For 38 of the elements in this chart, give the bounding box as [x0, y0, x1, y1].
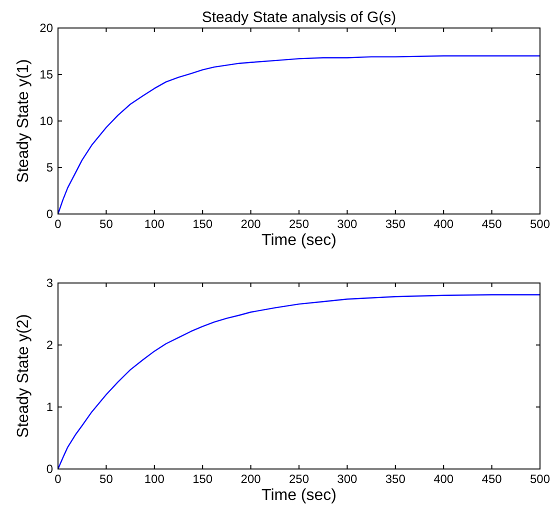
- x-tick-label: 450: [482, 217, 502, 231]
- x-tick-label: 250: [288, 217, 310, 231]
- x-tick-label: 150: [192, 217, 213, 231]
- y-tick-label: 3: [46, 276, 54, 290]
- x-tick-label: 400: [434, 472, 454, 486]
- y-tick-label: 20: [40, 21, 54, 35]
- x-tick-label: 50: [100, 217, 114, 231]
- x-tick-label: 100: [144, 472, 165, 486]
- x-tick-label: 500: [530, 217, 550, 231]
- x-tick-label: 250: [288, 472, 310, 486]
- y-tick-label: 2: [46, 338, 54, 352]
- x-tick-label: 400: [434, 217, 454, 231]
- x-tick-label: 0: [54, 472, 62, 486]
- x-axis-title: Time (sec): [262, 487, 336, 504]
- y-tick-label: 15: [40, 68, 54, 82]
- line-series: [57, 294, 541, 470]
- x-tick-label: 200: [240, 472, 262, 486]
- y-tick-label: 10: [40, 114, 54, 128]
- x-tick-label: 100: [144, 217, 165, 231]
- y-tick-label: 0: [46, 462, 54, 476]
- y-tick-label: 0: [46, 207, 54, 221]
- y-axis-title: Steady State y(2): [15, 314, 32, 438]
- x-tick-label: 350: [385, 472, 406, 486]
- x-tick-label: 500: [530, 472, 550, 486]
- line-series: [57, 55, 541, 215]
- x-tick-label: 150: [192, 472, 213, 486]
- x-tick-label: 300: [337, 472, 358, 486]
- x-axis-title: Time (sec): [262, 232, 336, 249]
- y-tick-label: 1: [46, 400, 54, 414]
- y-tick-label: 5: [46, 160, 54, 174]
- x-tick-label: 50: [100, 472, 114, 486]
- x-tick-label: 300: [337, 217, 358, 231]
- x-tick-label: 0: [54, 217, 62, 231]
- x-tick-label: 350: [385, 217, 406, 231]
- chart-title: Steady State analysis of G(s): [202, 9, 396, 26]
- x-tick-label: 450: [482, 472, 502, 486]
- y-axis-title: Steady State y(1): [15, 59, 32, 183]
- x-tick-label: 200: [240, 217, 262, 231]
